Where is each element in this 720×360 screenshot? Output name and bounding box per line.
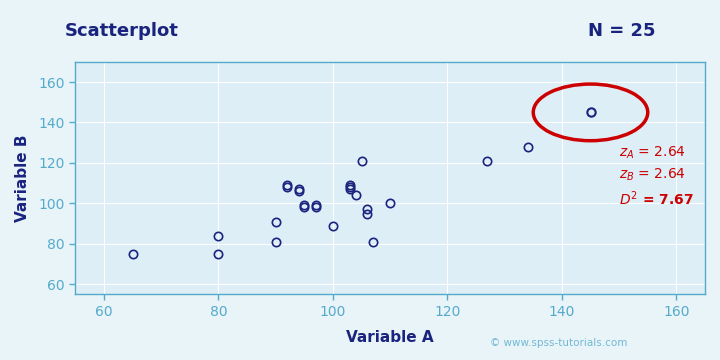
Text: $z_B$ = 2.64: $z_B$ = 2.64 [619,167,686,183]
Text: $z_A$ = 2.64: $z_A$ = 2.64 [619,145,686,161]
Text: © www.spss-tutorials.com: © www.spss-tutorials.com [490,338,627,348]
Text: N = 25: N = 25 [588,22,655,40]
Text: Scatterplot: Scatterplot [65,22,179,40]
Text: $D^2$ = 7.67: $D^2$ = 7.67 [619,189,693,208]
X-axis label: Variable A: Variable A [346,330,434,345]
Y-axis label: Variable B: Variable B [15,134,30,222]
